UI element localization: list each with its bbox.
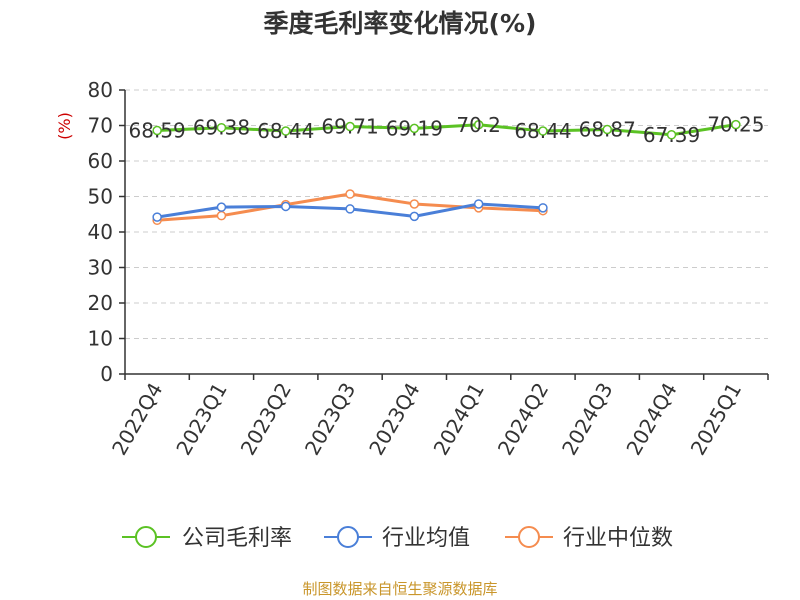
- x-tick-label: 2024Q1: [429, 379, 489, 460]
- x-tick-label: 2023Q3: [300, 379, 360, 460]
- legend-marker: [135, 526, 157, 548]
- legend-marker: [518, 526, 540, 548]
- data-point: [216, 210, 227, 221]
- series-line: [157, 123, 737, 137]
- data-point: [345, 204, 355, 214]
- data-label: 68.44: [514, 119, 571, 143]
- data-label: 69.71: [321, 115, 378, 139]
- legend-label: 行业中位数: [563, 526, 673, 551]
- data-label: 67.39: [643, 123, 700, 147]
- x-tick-label: 2024Q3: [557, 379, 617, 460]
- data-label: 70.25: [707, 113, 764, 137]
- legend-marker: [337, 526, 359, 548]
- x-tick-label: 2023Q1: [171, 379, 231, 460]
- y-tick-label: 40: [88, 220, 113, 244]
- data-point: [473, 120, 484, 130]
- data-label: 68.44: [257, 119, 314, 143]
- data-point: [152, 125, 162, 136]
- data-point: [666, 130, 677, 140]
- x-tick-label: 2023Q4: [364, 379, 424, 460]
- data-point: [216, 122, 227, 133]
- data-point: [538, 203, 548, 213]
- data-point: [602, 124, 612, 135]
- y-tick-label: 60: [88, 149, 113, 173]
- legend-label: 公司毛利率: [182, 526, 292, 551]
- y-tick-label: 10: [88, 327, 113, 351]
- data-point: [216, 202, 227, 212]
- x-tick-label: 2024Q4: [621, 379, 681, 460]
- data-point: [473, 199, 484, 209]
- y-tick-label: 80: [88, 78, 113, 102]
- grid: [125, 89, 768, 339]
- data-label: 68.59: [129, 119, 186, 143]
- data-point: [409, 211, 420, 222]
- data-point: [409, 199, 420, 209]
- x-tick-label: 2022Q4: [107, 379, 167, 460]
- x-tick-label: 2025Q1: [686, 379, 746, 460]
- y-tick-label: 70: [88, 114, 113, 138]
- y-tick-label: 0: [100, 362, 113, 386]
- data-labels: 68.59 69.38 68.44 69.71 69.19 70.2 68.44 68.87 6…: [129, 113, 765, 147]
- y-tick-label: 20: [88, 291, 113, 315]
- data-point: [152, 212, 162, 222]
- legend: 公司毛利率 行业均值 行业中位数: [122, 526, 673, 551]
- y-tick-label: 50: [88, 185, 113, 209]
- data-point: [538, 126, 548, 136]
- data-label: 68.87: [579, 118, 636, 142]
- data-label: 70.2: [456, 113, 501, 137]
- data-label: 69.38: [193, 116, 250, 140]
- y-tick-label: 30: [88, 256, 113, 280]
- y-axis-label: (%): [55, 112, 74, 140]
- series-layer: [152, 119, 741, 226]
- source-note: 制图数据来自恒生聚源数据库: [302, 580, 497, 598]
- data-point: [281, 126, 291, 136]
- data-label: 69.19: [386, 116, 443, 140]
- x-tick-label: 2024Q2: [493, 379, 553, 460]
- data-point: [731, 119, 741, 130]
- data-point: [281, 201, 291, 212]
- chart-title: 季度毛利率变化情况(%): [264, 9, 537, 38]
- x-tick-label: 2023Q2: [236, 379, 296, 460]
- data-point: [345, 189, 355, 199]
- data-point: [409, 123, 420, 134]
- legend-label: 行业均值: [382, 526, 470, 551]
- data-point: [345, 121, 355, 132]
